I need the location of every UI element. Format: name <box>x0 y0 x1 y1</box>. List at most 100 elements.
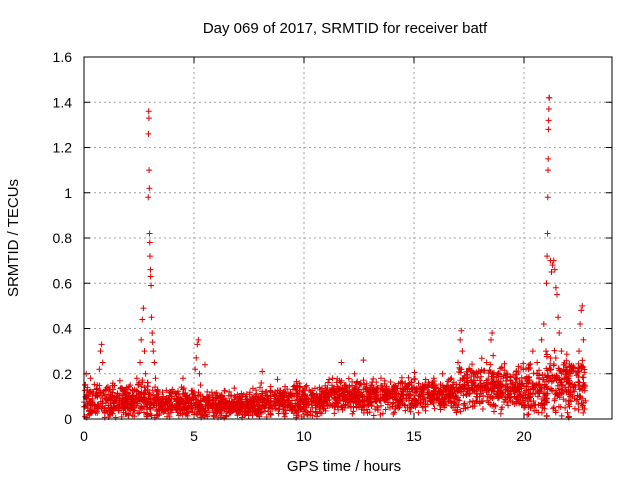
data-point <box>146 167 153 174</box>
band-marker <box>349 410 356 417</box>
y-axis-label: SRMTID / TECUs <box>5 179 22 297</box>
band-marker <box>581 369 588 376</box>
band-marker <box>395 405 402 412</box>
band-marker <box>128 398 135 405</box>
data-point <box>175 391 182 398</box>
x-tick-label: 5 <box>190 428 198 444</box>
band-marker <box>135 396 142 403</box>
band-marker <box>296 383 303 390</box>
band-marker <box>488 373 495 380</box>
band-marker <box>523 373 530 380</box>
data-point <box>503 370 510 377</box>
band-marker <box>230 400 237 407</box>
data-point <box>581 382 588 389</box>
data-point <box>217 404 224 411</box>
band-marker <box>463 388 470 395</box>
band-marker <box>552 375 559 382</box>
band-marker <box>543 391 550 398</box>
band-marker <box>140 409 147 416</box>
band-marker <box>275 410 282 417</box>
band-marker <box>530 386 537 393</box>
band-marker <box>110 403 117 410</box>
band-marker <box>437 406 444 413</box>
data-point <box>226 388 233 395</box>
data-point <box>534 359 541 366</box>
band-marker <box>466 390 473 397</box>
data-point <box>97 348 104 355</box>
band-marker <box>478 366 485 373</box>
band-marker <box>469 361 476 368</box>
band-marker <box>480 398 487 405</box>
data-point <box>145 108 152 115</box>
data-point <box>545 117 552 124</box>
band-marker <box>574 369 581 376</box>
band-marker <box>360 403 367 410</box>
band-marker <box>525 401 532 408</box>
band-marker <box>430 383 437 390</box>
data-point <box>85 393 92 400</box>
band-marker <box>424 391 431 398</box>
band-marker <box>387 378 394 385</box>
band-marker <box>312 402 319 409</box>
band-marker <box>453 394 460 401</box>
data-point <box>455 359 461 366</box>
data-point <box>147 266 154 273</box>
band-marker <box>506 385 513 392</box>
data-point <box>494 382 501 389</box>
band-marker <box>577 385 584 392</box>
band-marker <box>249 385 256 392</box>
data-point <box>145 115 152 122</box>
band-marker <box>382 406 389 413</box>
data-point <box>149 339 156 346</box>
band-marker <box>311 385 318 392</box>
data-point <box>149 330 156 337</box>
band-marker <box>557 368 564 375</box>
band-marker <box>356 381 363 388</box>
band-marker <box>242 409 249 416</box>
band-marker <box>575 406 582 413</box>
band-marker <box>146 390 153 397</box>
data-point <box>239 404 246 411</box>
data-point <box>152 375 159 382</box>
band-marker <box>165 410 172 417</box>
band-marker <box>451 398 458 405</box>
data-point <box>338 359 345 366</box>
band-marker <box>111 382 118 389</box>
band-marker <box>575 373 582 380</box>
band-marker <box>556 394 563 401</box>
band-marker <box>199 405 206 412</box>
data-point <box>490 352 497 359</box>
band-marker <box>102 405 109 412</box>
band-marker <box>177 410 184 417</box>
band-marker <box>360 397 367 404</box>
band-marker <box>543 353 550 360</box>
band-marker <box>399 388 406 395</box>
band-marker <box>497 410 504 417</box>
data-point <box>146 185 153 192</box>
band-marker <box>274 406 281 413</box>
band-marker <box>436 387 443 394</box>
data-point <box>444 384 450 391</box>
band-marker <box>556 376 563 383</box>
data-point <box>312 395 318 402</box>
band-marker <box>563 378 570 385</box>
band-marker <box>397 397 404 404</box>
band-marker <box>239 414 246 421</box>
data-point <box>144 411 151 418</box>
band-marker <box>142 387 149 394</box>
band-marker <box>534 393 541 400</box>
data-point <box>552 284 559 291</box>
band-marker <box>93 386 100 393</box>
band-marker <box>308 398 315 405</box>
band-marker <box>555 403 562 410</box>
band-marker <box>518 374 525 381</box>
data-point <box>569 393 576 400</box>
band-marker <box>485 399 492 406</box>
plot-frame <box>83 56 613 420</box>
data-point <box>582 397 589 404</box>
data-point <box>548 268 555 275</box>
band-marker <box>579 357 586 364</box>
band-marker <box>531 402 538 409</box>
band-marker <box>448 402 455 409</box>
data-point <box>145 130 152 137</box>
